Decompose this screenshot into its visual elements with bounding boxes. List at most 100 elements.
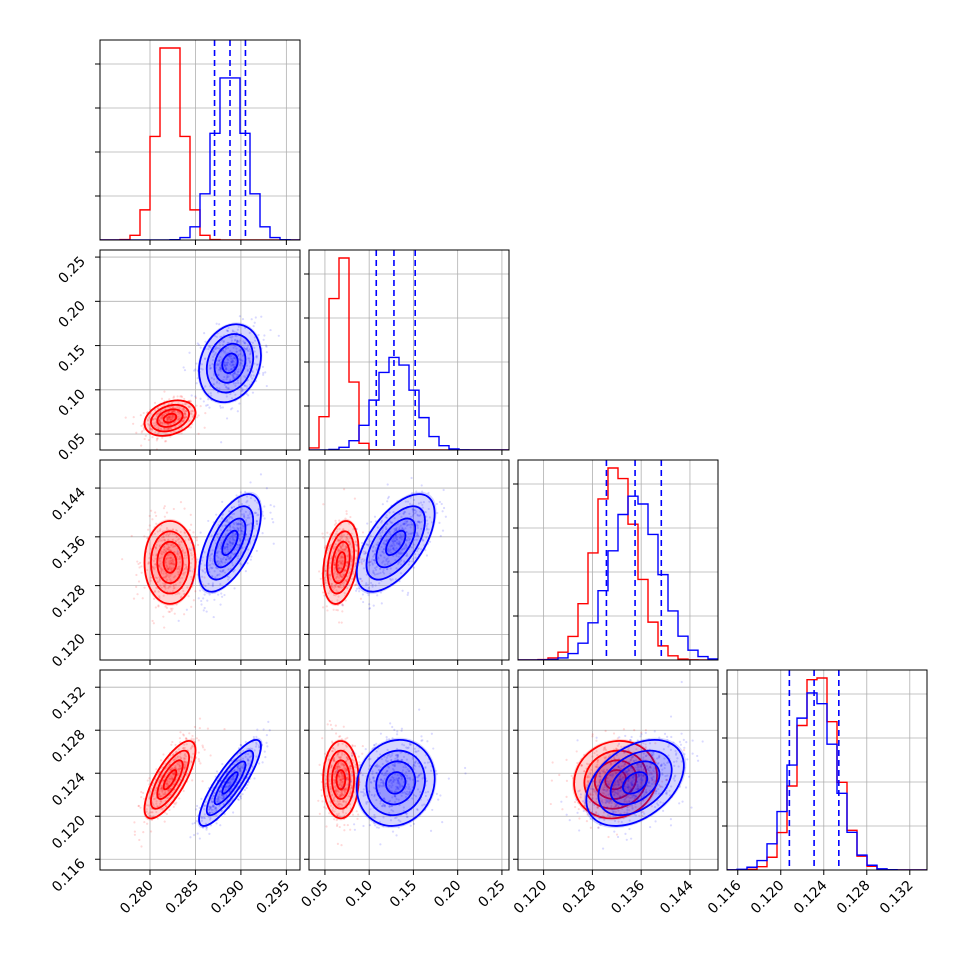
sample-point: [232, 512, 236, 515]
sample-point: [343, 769, 347, 772]
sample-point: [147, 438, 150, 442]
sample-point: [343, 569, 347, 572]
sample-point: [403, 523, 406, 526]
sample-point: [241, 364, 245, 367]
sample-point: [229, 778, 232, 781]
sample-point: [248, 353, 252, 356]
sample-point: [142, 791, 145, 795]
density-fill: [336, 770, 346, 790]
sample-point: [238, 349, 241, 352]
sample-point: [261, 532, 264, 535]
sample-point: [423, 761, 426, 764]
sample-point: [162, 779, 165, 782]
sample-point: [163, 538, 166, 542]
sample-point: [386, 557, 389, 560]
sample-point: [330, 790, 333, 793]
sample-point: [217, 359, 221, 362]
sample-point: [415, 531, 419, 534]
sample-point: [212, 355, 215, 358]
sample-point: [208, 805, 211, 808]
sample-point: [333, 563, 336, 566]
sample-point: [236, 765, 239, 769]
sample-point: [247, 349, 250, 353]
sample-point: [173, 766, 176, 769]
sample-point: [361, 557, 364, 561]
sample-point: [408, 502, 412, 505]
sample-point: [162, 806, 166, 809]
sample-point: [167, 416, 170, 419]
sample-point: [217, 593, 220, 596]
sample-point: [399, 572, 403, 575]
sample-point: [171, 410, 174, 413]
sample-point: [173, 802, 176, 805]
sample-point: [232, 775, 235, 778]
sample-point: [334, 790, 337, 793]
sample-point: [418, 514, 421, 518]
sample-point: [339, 778, 342, 781]
sample-point: [342, 766, 346, 769]
sample-point: [218, 573, 221, 576]
sample-point: [167, 423, 170, 427]
sample-point: [334, 770, 337, 773]
sample-point: [336, 790, 339, 793]
sample-point: [222, 378, 225, 382]
sample-point: [379, 534, 383, 537]
sample-point: [190, 761, 193, 764]
density-fill: [197, 322, 263, 405]
sample-point: [183, 767, 186, 770]
sample-point: [317, 799, 320, 802]
sample-point: [220, 559, 223, 563]
sample-point: [381, 550, 384, 553]
sample-point: [164, 550, 167, 553]
sample-point: [216, 797, 219, 800]
sample-point: [244, 538, 247, 541]
sample-point: [156, 817, 159, 820]
sample-point: [251, 341, 254, 344]
sample-point: [167, 546, 170, 549]
sample-point: [330, 582, 334, 586]
sample-point: [170, 567, 173, 570]
sample-point: [212, 808, 215, 812]
sample-point: [381, 781, 384, 784]
sample-point: [252, 325, 255, 328]
sample-point: [386, 549, 389, 553]
sample-point: [218, 804, 221, 807]
sample-point: [163, 440, 167, 443]
sample-point: [227, 341, 230, 345]
sample-point: [381, 561, 384, 564]
sample-point: [166, 782, 169, 786]
sample-point: [387, 560, 391, 563]
sample-point: [240, 358, 243, 362]
sample-point: [239, 519, 242, 522]
sample-point: [217, 373, 220, 376]
sample-point: [190, 394, 193, 397]
sample-point: [343, 829, 346, 832]
sample-point: [226, 785, 230, 788]
sample-point: [176, 395, 179, 398]
sample-point: [166, 419, 170, 422]
sample-point: [177, 755, 180, 758]
sample-point: [402, 534, 405, 537]
sample-point: [233, 534, 236, 537]
sample-point: [132, 597, 136, 600]
sample-point: [366, 543, 369, 546]
sample-point: [210, 567, 213, 570]
sample-point: [159, 808, 162, 811]
sample-point: [396, 779, 400, 782]
sample-point: [394, 794, 397, 797]
sample-point: [226, 346, 229, 350]
sample-point: [218, 366, 222, 369]
sample-point: [344, 790, 347, 793]
sample-point: [399, 751, 402, 754]
sample-point: [411, 560, 414, 563]
sample-point: [235, 373, 238, 376]
sample-point: [165, 416, 169, 419]
sample-point: [410, 546, 414, 549]
sample-point: [231, 532, 234, 535]
sample-point: [184, 535, 188, 538]
sample-point: [248, 756, 251, 759]
sample-point: [168, 777, 172, 780]
sample-point: [243, 375, 246, 378]
sample-point: [246, 523, 249, 527]
sample-point: [195, 382, 198, 385]
